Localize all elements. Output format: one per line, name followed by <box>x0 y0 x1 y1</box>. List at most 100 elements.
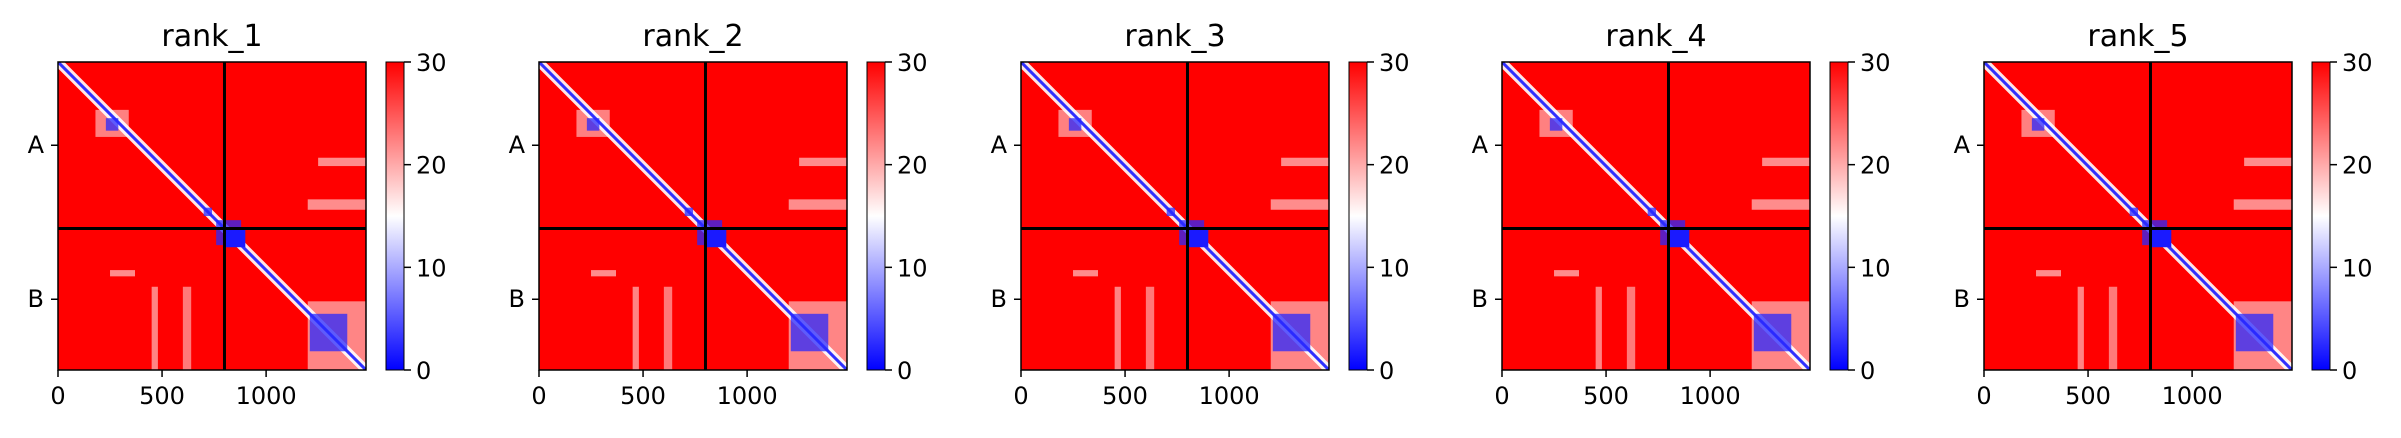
axes-frame <box>538 61 848 371</box>
y-tick-label: A <box>28 131 45 159</box>
colorbar-tick-label: 10 <box>1860 254 1891 282</box>
inter-chain-stripe <box>1114 286 1121 370</box>
heatmap-panel-5: rank_5 0 500 1000 A B 0 10 20 30 <box>1954 19 2373 410</box>
colorbar-tick-label: 30 <box>1379 49 1410 77</box>
low-error-block <box>1549 118 1563 131</box>
inter-chain-stripe <box>318 157 366 167</box>
colorbar-tick-label: 30 <box>416 49 447 77</box>
x-tick-label: 500 <box>139 382 185 410</box>
low-error-block <box>684 207 693 216</box>
inter-chain-stripe <box>2233 199 2292 210</box>
axes-frame <box>1020 61 1330 371</box>
colorbar <box>1829 61 1849 371</box>
x-tick-label: 0 <box>1013 382 1028 410</box>
low-error-block <box>1272 313 1311 352</box>
y-tick-label: B <box>1954 285 1970 313</box>
y-tick-label: A <box>991 131 1008 159</box>
inter-chain-stripe <box>307 199 366 210</box>
panel-title: rank_3 <box>1124 19 1225 54</box>
x-tick-label: 1000 <box>2162 382 2223 410</box>
colorbar-tick-label: 20 <box>2342 152 2373 180</box>
inter-chain-stripe <box>1762 157 1810 167</box>
axes-frame <box>1501 61 1811 371</box>
inter-chain-stripe <box>1751 199 1810 210</box>
x-tick-label: 500 <box>2065 382 2111 410</box>
inter-chain-stripe <box>632 286 639 370</box>
heatmap-matrix <box>539 62 847 370</box>
axes-frame <box>57 61 367 371</box>
heatmap-matrix <box>1984 62 2292 370</box>
colorbar-tick-label: 30 <box>897 49 928 77</box>
y-tick-label: B <box>509 285 525 313</box>
low-error-block <box>1647 207 1656 216</box>
colorbar-tick-label: 20 <box>1860 152 1891 180</box>
inter-chain-stripe <box>110 270 135 277</box>
heatmap-panel-2: rank_2 0 500 1000 A B 0 10 20 30 <box>509 19 928 410</box>
inter-chain-stripe <box>1270 199 1329 210</box>
colorbar-tick-label: 0 <box>897 357 912 385</box>
low-error-block <box>790 313 829 352</box>
inter-chain-stripe <box>663 286 673 370</box>
y-tick-label: B <box>991 285 1007 313</box>
inter-chain-stripe <box>1145 286 1155 370</box>
y-tick-label: B <box>28 285 44 313</box>
inter-chain-stripe <box>1281 157 1329 167</box>
x-tick-label: 1000 <box>1680 382 1741 410</box>
colorbar <box>866 61 886 371</box>
interface-block <box>1187 228 1209 248</box>
colorbar-tick-label: 10 <box>897 254 928 282</box>
inter-chain-stripe <box>151 286 158 370</box>
low-error-block <box>2129 207 2138 216</box>
low-error-block <box>105 118 119 131</box>
colorbar-tick-label: 0 <box>1860 357 1875 385</box>
low-error-block <box>2235 313 2274 352</box>
interface-block <box>1668 228 1690 248</box>
panel-title: rank_2 <box>642 19 743 54</box>
interface-block <box>224 228 246 248</box>
x-tick-label: 500 <box>620 382 666 410</box>
inter-chain-stripe <box>799 157 847 167</box>
y-tick-label: A <box>509 131 526 159</box>
heatmap-panel-1: rank_1 0 500 1000 A B 0 10 20 30 <box>28 19 447 410</box>
low-error-block <box>586 118 600 131</box>
inter-chain-stripe <box>1595 286 1602 370</box>
colorbar-tick-label: 10 <box>2342 254 2373 282</box>
x-tick-label: 500 <box>1583 382 1629 410</box>
inter-chain-stripe <box>1073 270 1098 277</box>
low-error-block <box>1068 118 1082 131</box>
colorbar <box>385 61 405 371</box>
colorbar-tick-label: 20 <box>416 152 447 180</box>
low-error-block <box>309 313 348 352</box>
x-tick-label: 0 <box>50 382 65 410</box>
axes-frame <box>1983 61 2293 371</box>
colorbar <box>1348 61 1368 371</box>
heatmap-panel-3: rank_3 0 500 1000 A B 0 10 20 30 <box>991 19 1410 410</box>
colorbar-tick-label: 10 <box>416 254 447 282</box>
x-tick-label: 0 <box>531 382 546 410</box>
x-tick-label: 0 <box>1976 382 1991 410</box>
low-error-block <box>2031 118 2045 131</box>
colorbar-tick-label: 10 <box>1379 254 1410 282</box>
colorbar-tick-label: 30 <box>2342 49 2373 77</box>
low-error-block <box>1753 313 1792 352</box>
inter-chain-stripe <box>182 286 192 370</box>
inter-chain-stripe <box>2244 157 2292 167</box>
x-tick-label: 1000 <box>236 382 297 410</box>
panel-title: rank_4 <box>1605 19 1706 54</box>
heatmap-matrix <box>1021 62 1329 370</box>
colorbar-tick-label: 30 <box>1860 49 1891 77</box>
y-tick-label: B <box>1472 285 1488 313</box>
heatmap-panel-4: rank_4 0 500 1000 A B 0 10 20 30 <box>1472 19 1891 410</box>
inter-chain-stripe <box>591 270 616 277</box>
colorbar-tick-label: 0 <box>416 357 431 385</box>
y-tick-label: A <box>1954 131 1971 159</box>
interface-block <box>705 228 727 248</box>
inter-chain-stripe <box>2108 286 2118 370</box>
inter-chain-stripe <box>2036 270 2061 277</box>
x-tick-label: 1000 <box>717 382 778 410</box>
heatmap-matrix <box>1502 62 1810 370</box>
panel-title: rank_1 <box>161 19 262 54</box>
x-tick-label: 0 <box>1494 382 1509 410</box>
colorbar <box>2311 61 2331 371</box>
